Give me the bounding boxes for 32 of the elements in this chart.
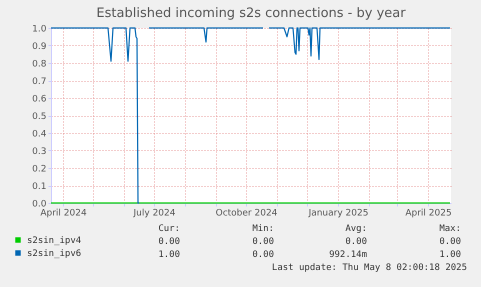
text: Cur: bbox=[158, 224, 180, 234]
y-tick-label: 0.0 bbox=[32, 200, 47, 210]
text: Last update: Thu May 8 02:00:18 2025 bbox=[272, 263, 467, 273]
y-tick-label: 0.5 bbox=[32, 112, 46, 122]
legend-label: s2sin_ipv4 bbox=[27, 236, 82, 246]
y-tick-label: 0.4 bbox=[32, 130, 47, 140]
text: 1.00 bbox=[439, 250, 461, 260]
text: 0.00 bbox=[252, 250, 274, 260]
y-tick-label: 0.9 bbox=[32, 42, 47, 52]
legend-label: s2sin_ipv6 bbox=[27, 249, 82, 259]
chart-title: Established incoming s2s connections - by year bbox=[96, 6, 406, 21]
text: 0.00 bbox=[252, 237, 274, 247]
text: 0.00 bbox=[439, 237, 461, 247]
text: 992.14m bbox=[329, 250, 367, 260]
text: Avg: bbox=[345, 224, 367, 234]
y-tick-label: 0.2 bbox=[32, 164, 46, 174]
x-tick-label: October 2024 bbox=[216, 208, 278, 218]
text: Min: bbox=[252, 224, 274, 234]
y-tick-label: 0.3 bbox=[32, 147, 46, 157]
x-tick-label: July 2024 bbox=[132, 208, 176, 218]
text: 1.00 bbox=[158, 250, 180, 260]
x-tick-label: January 2025 bbox=[308, 208, 368, 218]
x-tick-label: April 2025 bbox=[405, 208, 452, 218]
y-tick-label: 1.0 bbox=[32, 24, 47, 34]
y-tick-label: 0.8 bbox=[32, 60, 47, 70]
text: 0.00 bbox=[158, 237, 180, 247]
text: Max: bbox=[439, 224, 461, 234]
x-tick-label: April 2024 bbox=[40, 208, 87, 218]
y-tick-label: 0.1 bbox=[32, 182, 46, 192]
y-tick-label: 0.7 bbox=[32, 77, 46, 87]
y-tick-label: 0.6 bbox=[32, 94, 47, 104]
text: 0.00 bbox=[345, 237, 367, 247]
